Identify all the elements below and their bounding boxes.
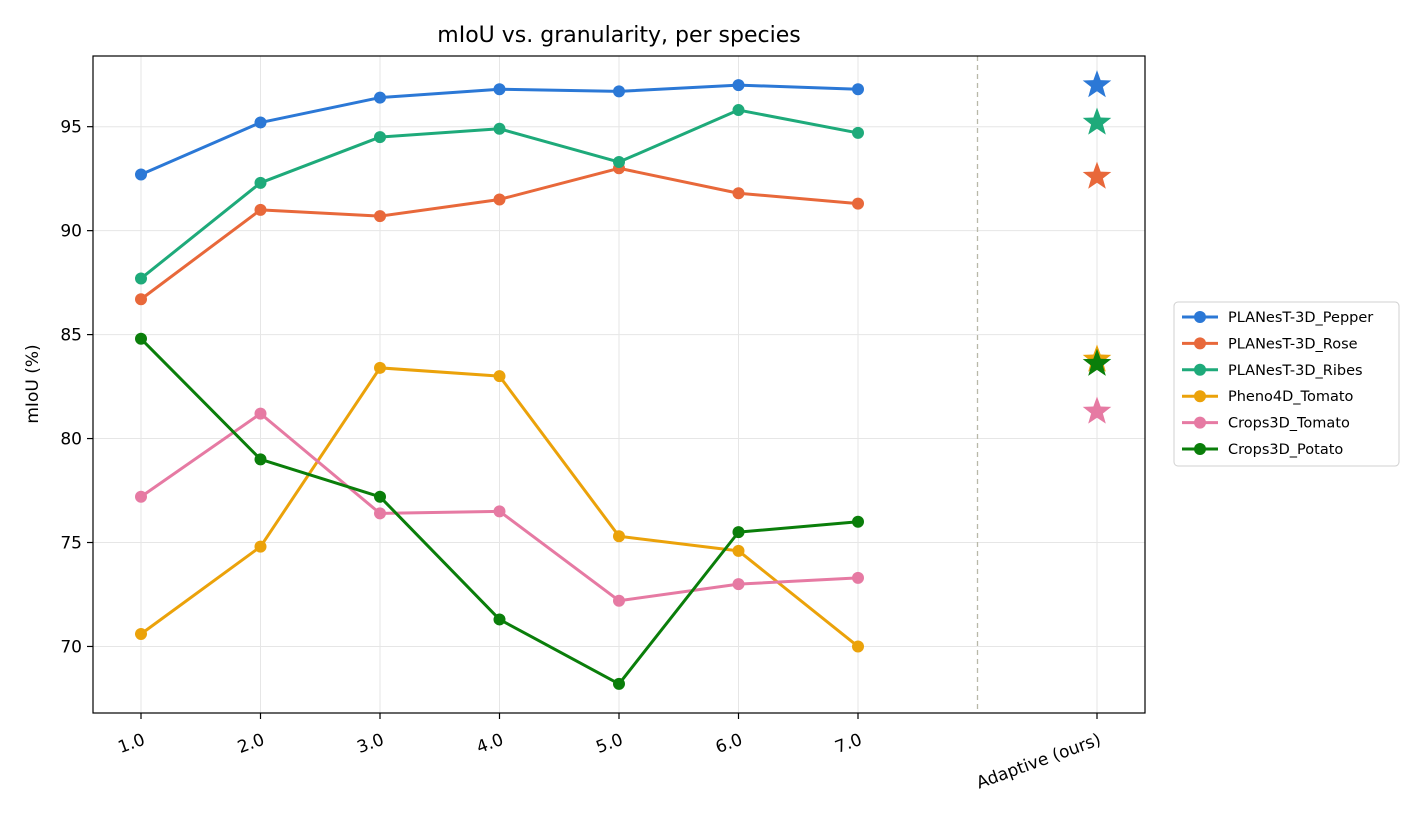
data-point — [374, 361, 386, 374]
x-tick-label: Adaptive (ours) — [974, 730, 1104, 794]
y-tick-label: 85 — [60, 326, 82, 346]
grid — [93, 56, 1145, 713]
data-point — [254, 407, 267, 420]
data-point — [254, 116, 267, 129]
data-point — [135, 272, 147, 285]
legend-marker — [1194, 416, 1206, 429]
adaptive-markers — [1082, 70, 1112, 424]
x-tick-label: 4.0 — [474, 730, 506, 758]
legend-marker — [1194, 311, 1206, 323]
data-point — [613, 594, 625, 607]
data-point — [732, 187, 745, 200]
data-point — [493, 83, 506, 96]
legend-box — [1173, 301, 1400, 467]
data-point — [613, 677, 625, 690]
x-tick-label: 7.0 — [832, 730, 864, 758]
x-tick-label: 6.0 — [713, 730, 745, 758]
adaptive-star — [1082, 107, 1112, 135]
y-axis-label: mIoU (%) — [23, 344, 43, 423]
data-point — [493, 505, 506, 518]
data-point — [732, 526, 745, 539]
legend-label: PLANesT-3D_Pepper — [1228, 310, 1373, 326]
legend-label: PLANesT-3D_Ribes — [1228, 363, 1363, 379]
legend-marker — [1194, 337, 1206, 350]
data-point — [732, 578, 745, 591]
x-tick-label: 2.0 — [235, 730, 267, 758]
legend-marker — [1194, 363, 1206, 376]
data-point — [135, 293, 147, 306]
data-point — [254, 176, 267, 189]
x-axis-ticks: 1.0 2.0 3.0 4.0 5.0 6.0 7.0 Adaptive (ours) — [115, 713, 1104, 794]
x-tick-label: 5.0 — [593, 730, 625, 758]
y-tick-label: 70 — [60, 637, 82, 657]
data-point — [852, 197, 864, 210]
legend-label: Crops3D_Potato — [1228, 442, 1343, 458]
data-point — [852, 126, 864, 139]
legend-label: Pheno4D_Tomato — [1228, 389, 1354, 405]
data-point — [493, 370, 506, 383]
data-point — [135, 332, 147, 345]
data-point — [254, 203, 267, 216]
data-point — [374, 507, 386, 520]
data-point — [493, 122, 506, 135]
data-point — [135, 168, 147, 181]
legend-label: PLANesT-3D_Rose — [1228, 336, 1358, 352]
legend-marker — [1194, 443, 1206, 455]
y-tick-label: 75 — [60, 534, 82, 554]
data-point — [493, 613, 506, 626]
data-point — [732, 544, 745, 557]
data-point — [732, 79, 745, 92]
y-tick-label: 90 — [60, 222, 82, 242]
y-tick-label: 80 — [60, 430, 82, 450]
adaptive-star — [1082, 70, 1112, 98]
data-point — [732, 104, 745, 117]
x-tick-label: 3.0 — [354, 730, 386, 758]
y-axis-ticks: 70 75 80 85 90 95 — [60, 118, 93, 657]
data-point — [493, 193, 506, 206]
adaptive-star — [1082, 348, 1112, 376]
data-point — [254, 540, 267, 553]
legend-label: Crops3D_Tomato — [1228, 416, 1350, 432]
data-point — [852, 640, 864, 653]
data-point — [374, 210, 386, 223]
data-point — [254, 453, 267, 466]
legend-marker — [1194, 390, 1206, 403]
data-point — [852, 571, 864, 584]
data-point — [852, 83, 864, 96]
data-point — [613, 530, 625, 543]
adaptive-star — [1082, 396, 1112, 424]
data-point — [374, 131, 386, 144]
data-point — [374, 490, 386, 503]
y-tick-label: 95 — [60, 118, 82, 138]
data-point — [613, 156, 625, 169]
data-point — [135, 490, 147, 503]
x-tick-label: 1.0 — [115, 730, 147, 758]
adaptive-star — [1082, 161, 1112, 189]
data-point — [852, 515, 864, 528]
legend: PLANesT-3D_Pepper PLANesT-3D_Rose PLANesT-… — [1173, 301, 1400, 467]
chart-title: mIoU vs. granularity, per species — [437, 23, 800, 48]
series-lines — [135, 79, 864, 690]
data-point — [613, 85, 625, 98]
data-point — [374, 91, 386, 104]
data-point — [135, 627, 147, 640]
